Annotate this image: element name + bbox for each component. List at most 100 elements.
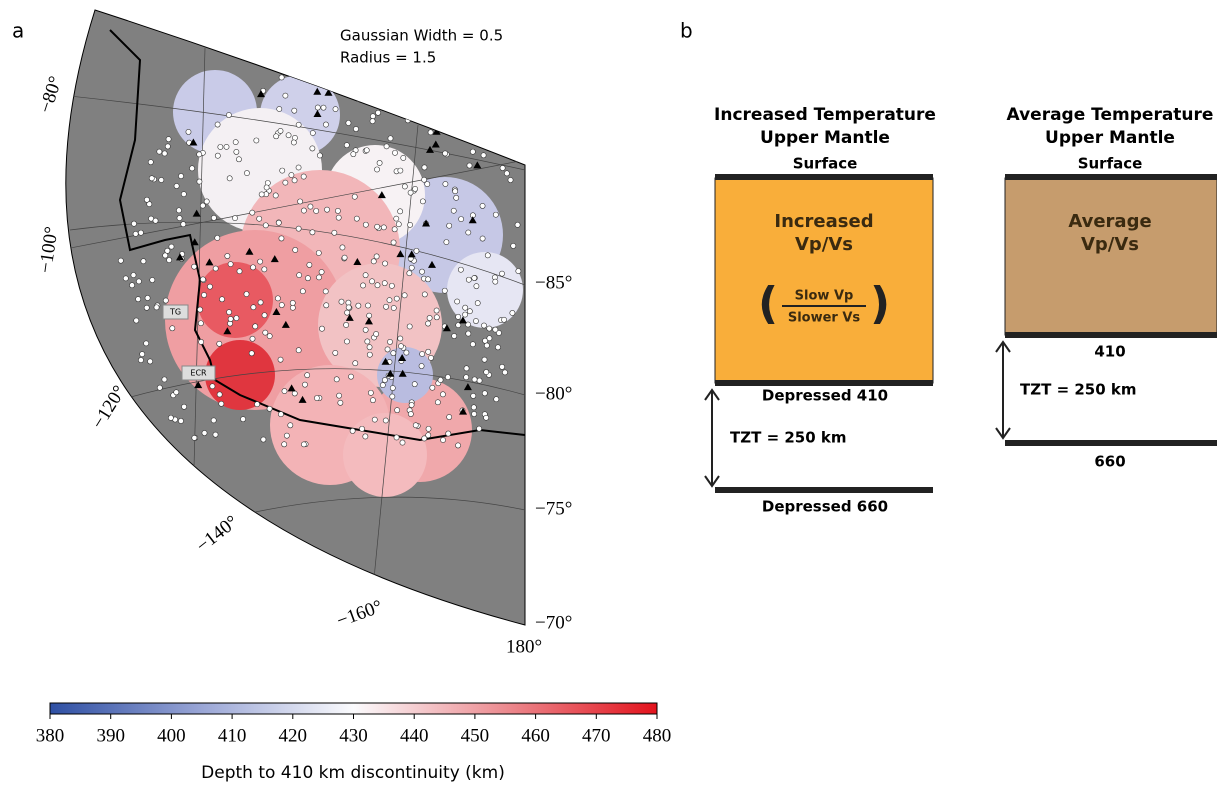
colorbar-tick-label: 400 [157,725,186,746]
station [332,350,339,356]
station [501,316,507,323]
station [421,291,428,298]
lat-label: −70° [535,612,572,633]
station [164,247,171,254]
station [509,310,516,316]
station [499,364,505,370]
station [348,373,354,380]
station [260,436,267,443]
station [209,383,216,390]
seismic-station [398,369,407,377]
station [486,325,493,332]
site-box [181,365,216,381]
station [370,397,376,404]
station [197,306,203,313]
station [131,220,137,227]
lat-label: −75° [535,498,572,519]
station [323,302,330,309]
station [457,266,464,273]
station [289,300,296,306]
d410-bar [715,380,933,386]
station [486,335,493,342]
station [315,250,322,256]
station [390,239,397,246]
station [130,272,137,279]
station [322,288,329,295]
station [502,369,508,376]
station [390,305,397,311]
surface-label: Surface [1078,155,1143,173]
panel-label: b [680,19,693,43]
station [470,393,477,399]
station [392,149,398,156]
seismic-station [313,110,322,118]
station [481,356,488,363]
station [369,118,376,125]
station [191,434,198,441]
colorbar-tick-label: 420 [279,725,308,746]
station [233,315,240,322]
station [139,351,146,358]
station [496,330,502,336]
station [323,121,329,128]
station [446,222,453,229]
station [178,173,184,179]
d660-label: 660 [1094,453,1125,471]
station [387,339,393,345]
station [462,304,469,311]
station [450,207,457,214]
station [452,188,459,195]
station [138,229,144,236]
station [203,198,210,205]
station [207,283,213,290]
station [181,403,187,410]
lon-label: −120° [88,382,131,433]
colorbar-tick-label: 380 [36,725,65,746]
column-title: Increased Temperature [714,105,936,125]
colorbar-tick-label: 450 [461,725,490,746]
station [223,143,230,150]
station [144,196,150,203]
station [437,377,444,383]
seismic-station [381,357,390,365]
station [152,217,159,224]
station [296,272,303,279]
station [196,151,203,158]
station [463,365,470,372]
station [484,134,491,141]
seismic-station [473,161,482,169]
station [288,172,295,178]
station [413,247,420,254]
station [441,287,448,294]
seismic-station [468,216,477,224]
station [156,148,163,155]
station [373,331,380,337]
station [436,97,443,104]
station [225,112,232,118]
station [386,297,393,304]
station [173,389,180,396]
station [492,278,499,285]
station [248,350,255,357]
seismic-station [431,140,440,148]
station [333,376,340,383]
station [319,325,325,332]
station [132,230,139,237]
station [455,313,462,320]
station [161,150,168,157]
station [295,347,302,354]
station [421,435,428,442]
station [419,268,425,275]
station [136,278,142,285]
station [302,381,308,388]
station [476,377,483,384]
fraction-denominator: Slower Vs [788,311,861,326]
station [383,303,389,310]
station [479,235,486,242]
station [474,128,481,135]
seismic-station [223,327,232,335]
station [413,95,420,102]
station [351,193,358,200]
station [309,229,316,236]
station [357,70,364,77]
